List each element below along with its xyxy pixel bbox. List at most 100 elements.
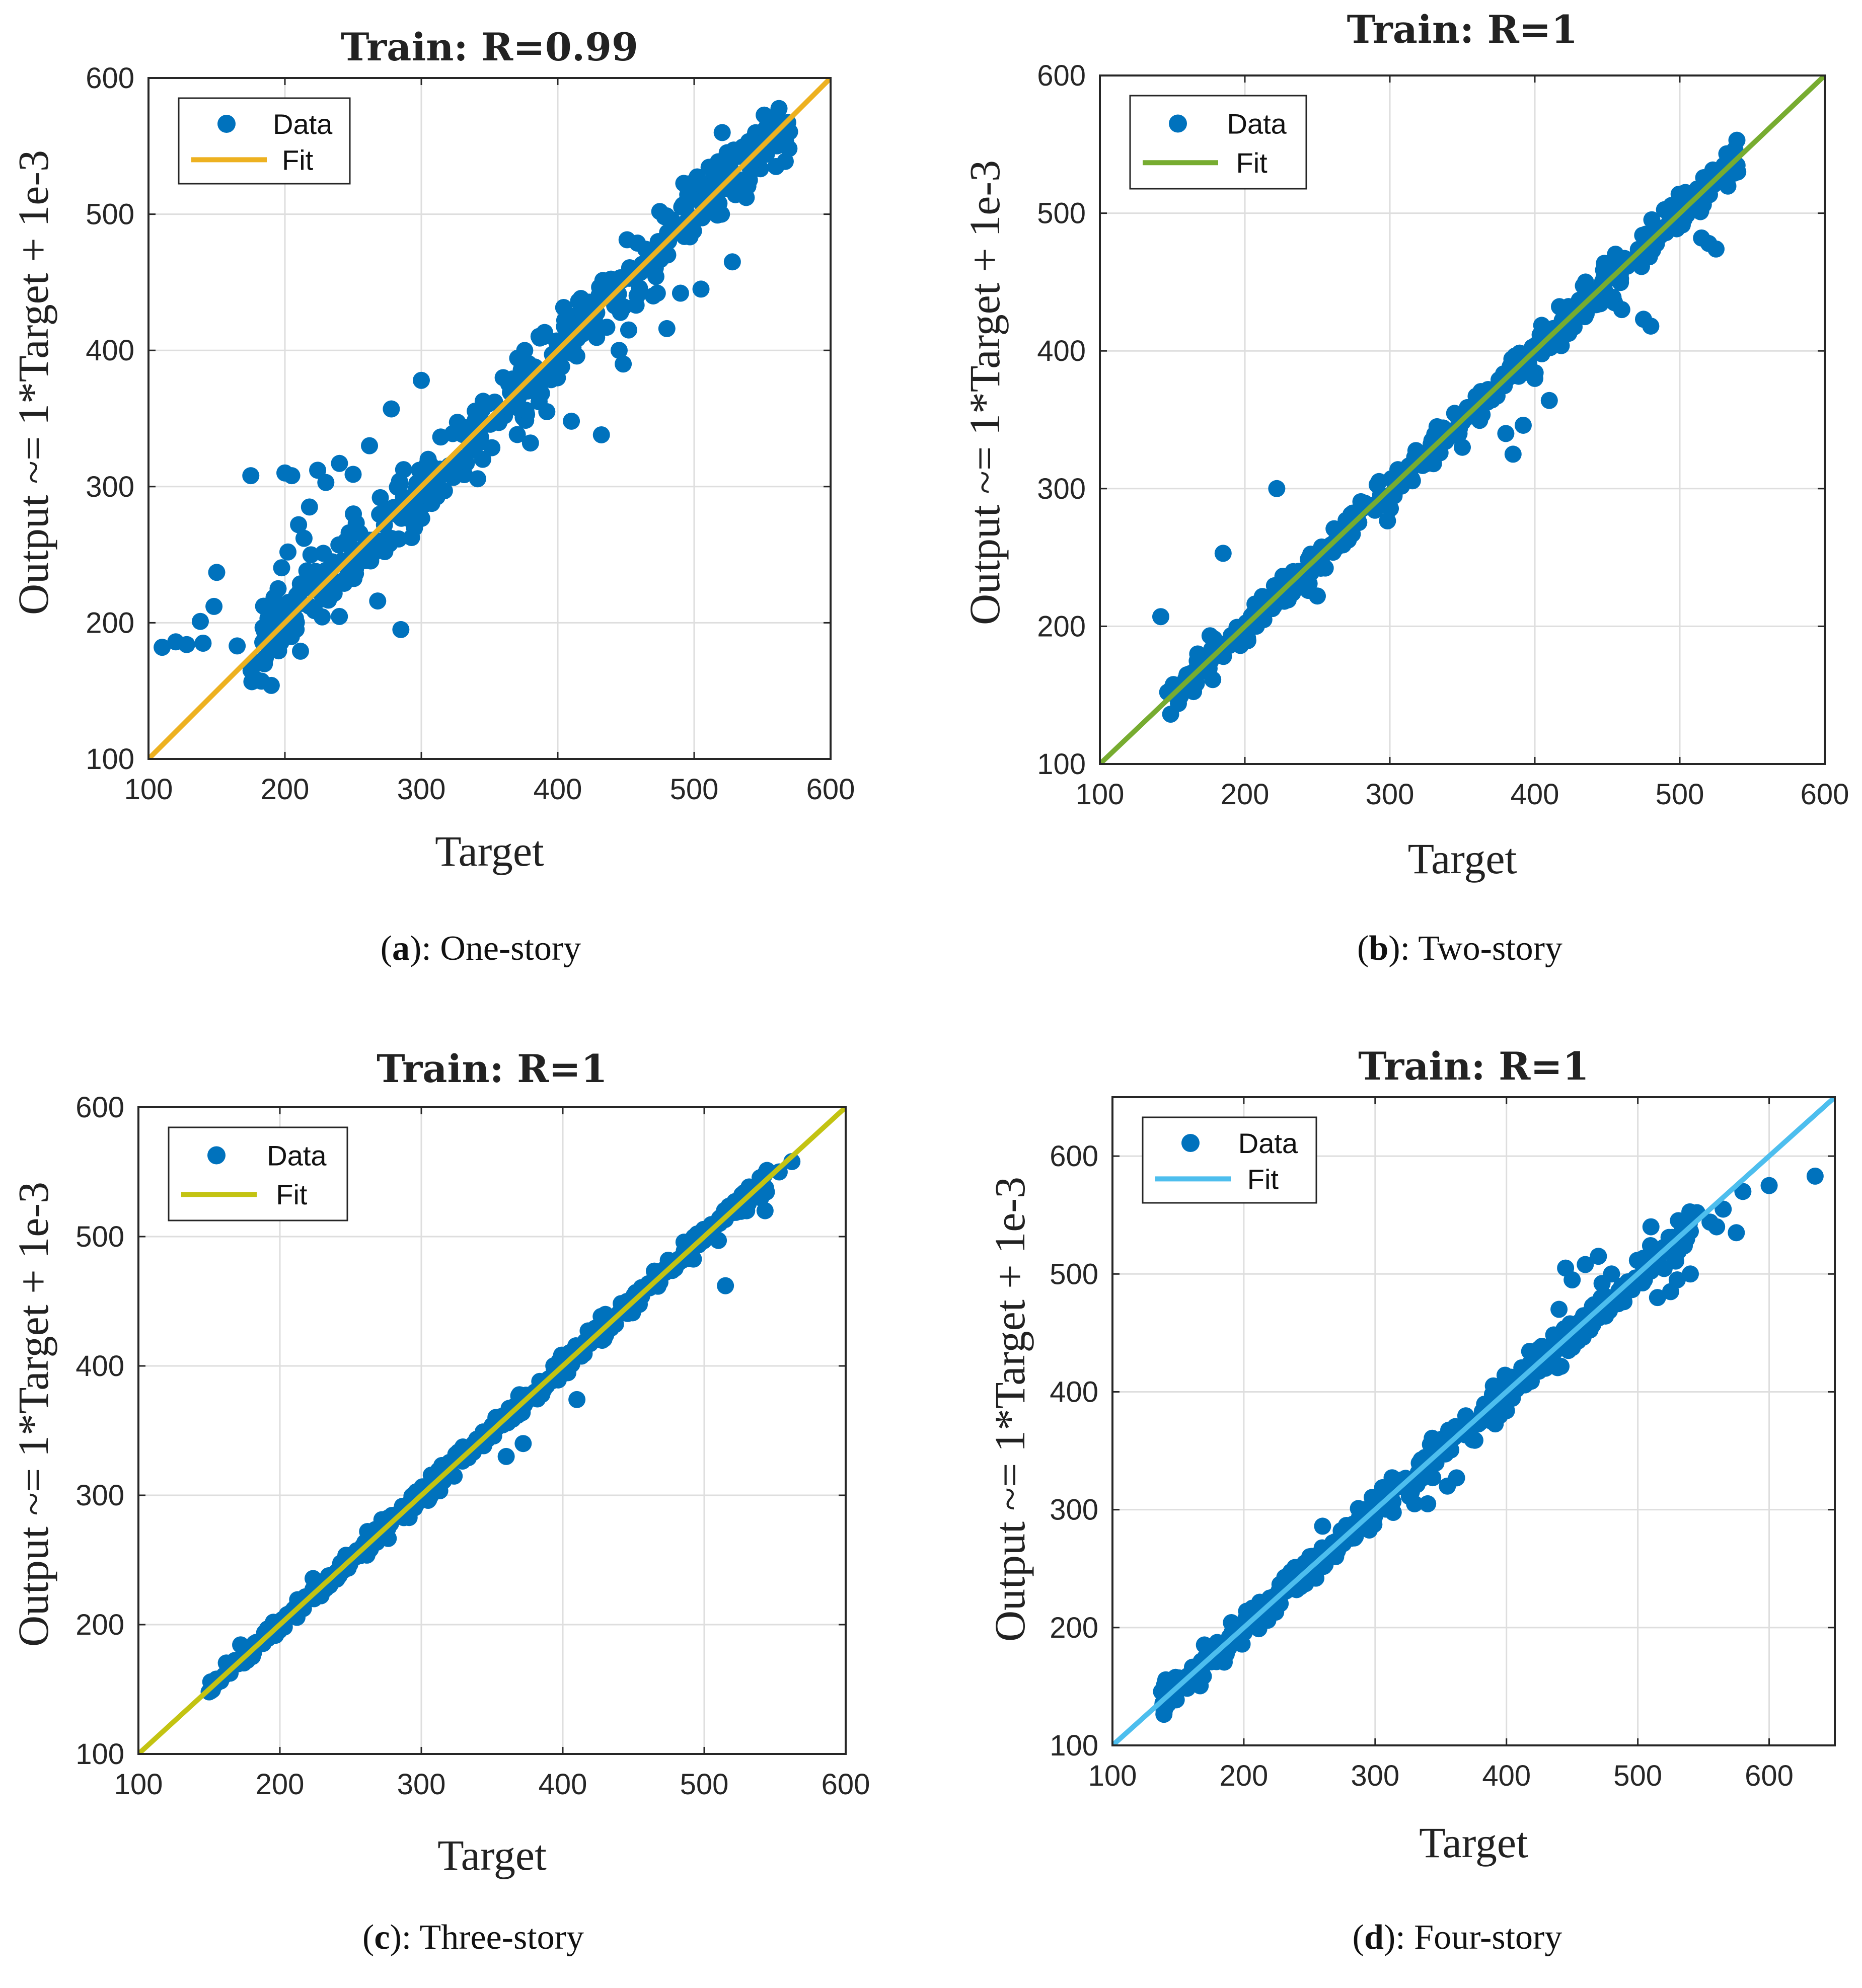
- data-point: [545, 359, 562, 376]
- chart-title: Train: R=0.99: [341, 25, 638, 69]
- y-tick-label: 100: [1037, 748, 1086, 781]
- data-point: [331, 607, 348, 625]
- x-axis-label: Target: [1408, 834, 1517, 883]
- y-axis-label: Output ~= 1*Target + 1e-3: [9, 1182, 57, 1647]
- y-tick-label: 600: [86, 62, 134, 95]
- data-point: [1718, 145, 1736, 163]
- y-tick-label: 300: [86, 471, 134, 503]
- data-points: [154, 100, 798, 694]
- data-point: [1379, 512, 1396, 529]
- legend-data-label: Data: [273, 108, 333, 140]
- y-tick-label: 100: [1050, 1729, 1098, 1762]
- fit-line: [148, 78, 831, 759]
- data-point: [295, 529, 313, 547]
- legend-fit-label: Fit: [276, 1179, 308, 1210]
- legend-fit-label: Fit: [1247, 1163, 1279, 1195]
- caption-c-letter: c: [374, 1918, 390, 1957]
- data-point: [629, 235, 646, 252]
- data-point: [514, 1435, 532, 1452]
- data-point: [587, 320, 605, 338]
- chart-one-story: 100 200 300 400 500 600 100 200 300 400 500 600 Trai…: [9, 25, 855, 875]
- y-tick-label: 300: [76, 1479, 124, 1512]
- data-point: [1550, 1301, 1568, 1318]
- x-tick-label: 200: [1221, 778, 1270, 811]
- legend-data-marker: [1169, 114, 1187, 133]
- y-tick-label: 200: [76, 1609, 124, 1641]
- caption-c-text: ): Three-story: [390, 1918, 584, 1957]
- data-point: [556, 312, 573, 329]
- data-point: [395, 461, 412, 479]
- x-tick-label: 500: [680, 1768, 729, 1801]
- axes-box: [137, 1106, 847, 1755]
- caption-b-letter: b: [1369, 929, 1389, 968]
- data-point: [317, 474, 335, 491]
- chart-title: Train: R=1: [1347, 7, 1578, 52]
- data-point: [474, 450, 491, 468]
- data-point: [522, 434, 539, 452]
- data-point: [1649, 1289, 1666, 1307]
- data-point: [229, 637, 246, 655]
- legend-data-label: Data: [267, 1140, 327, 1172]
- data-point: [647, 268, 664, 285]
- data-point: [1549, 1359, 1567, 1377]
- data-point: [713, 205, 730, 223]
- y-tick-label: 300: [1037, 473, 1086, 505]
- data-point: [1309, 587, 1326, 605]
- data-point: [373, 1511, 391, 1528]
- legend: Data Fit: [1129, 95, 1307, 190]
- y-tick-label: 600: [1050, 1140, 1098, 1173]
- y-tick-label: 400: [76, 1350, 124, 1383]
- data-point: [283, 467, 301, 485]
- data-point: [1284, 584, 1301, 602]
- data-point: [627, 296, 645, 314]
- data-point: [1152, 608, 1169, 626]
- data-point: [341, 563, 358, 580]
- legend-data-label: Data: [1238, 1127, 1298, 1159]
- data-point: [1642, 317, 1660, 335]
- data-point: [1364, 1489, 1381, 1506]
- x-tick-label: 400: [534, 773, 582, 806]
- y-tick-label: 500: [86, 198, 134, 231]
- data-point: [290, 516, 308, 533]
- data-point: [1707, 240, 1725, 258]
- data-point: [1590, 1248, 1607, 1265]
- data-point: [1563, 1271, 1581, 1288]
- data-point: [1454, 438, 1471, 456]
- data-point: [756, 1202, 774, 1219]
- caption-a: (a): One-story: [380, 929, 581, 968]
- data-point: [456, 466, 473, 484]
- y-axis-label: Output ~= 1*Target + 1e-3: [986, 1177, 1034, 1642]
- legend-fit-label: Fit: [1236, 147, 1268, 179]
- data-point: [1314, 1517, 1331, 1535]
- data-point: [756, 121, 773, 139]
- legend-box: [1142, 1116, 1317, 1204]
- data-point: [1155, 1703, 1173, 1720]
- fit-line: [138, 1107, 846, 1754]
- caption-d-text: ): Four-story: [1383, 1918, 1562, 1957]
- data-point: [592, 426, 610, 443]
- data-point: [720, 146, 738, 164]
- data-point: [494, 369, 512, 387]
- y-tick-label: 400: [86, 334, 134, 367]
- data-point: [768, 137, 786, 155]
- data-point: [1466, 1431, 1483, 1449]
- x-tick-label: 400: [1482, 1760, 1531, 1792]
- data-point: [483, 439, 501, 456]
- data-point: [246, 1635, 263, 1652]
- y-tick-label: 600: [1037, 59, 1086, 92]
- data-point: [1533, 1338, 1551, 1355]
- legend-box: [178, 97, 351, 185]
- x-axis-label: Target: [437, 1831, 547, 1879]
- data-point: [331, 454, 348, 472]
- data-point: [700, 159, 718, 176]
- x-tick-label: 200: [1220, 1760, 1269, 1792]
- data-point: [1708, 1218, 1726, 1236]
- caption-a-letter: a: [392, 929, 410, 968]
- data-point: [1806, 1167, 1824, 1185]
- data-point: [371, 489, 389, 506]
- y-tick-label: 600: [76, 1091, 124, 1124]
- data-point: [1540, 392, 1558, 409]
- chart-three-story: 100 200 300 400 500 600 100 200 300 400 500 600 Trai…: [9, 1046, 870, 1879]
- x-tick-label: 600: [822, 1768, 870, 1801]
- data-point: [1577, 1256, 1594, 1273]
